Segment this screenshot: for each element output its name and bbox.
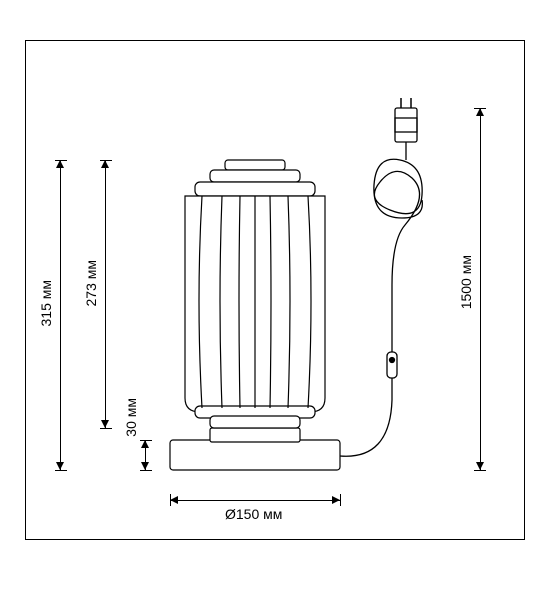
dim-1500-label: 1500 мм [458,255,474,309]
power-cable [340,98,422,456]
dim-273-label: 273 мм [83,260,99,307]
dim-d150-label: Ø150 мм [225,506,282,522]
dim-30-label: 30 мм [123,398,139,437]
lamp-pedestal [210,428,300,442]
cable-switch [387,352,397,378]
power-plug [395,108,417,142]
lamp-base [170,440,340,470]
lamp-shade [185,160,325,428]
dim-315-label: 315 мм [38,280,54,327]
